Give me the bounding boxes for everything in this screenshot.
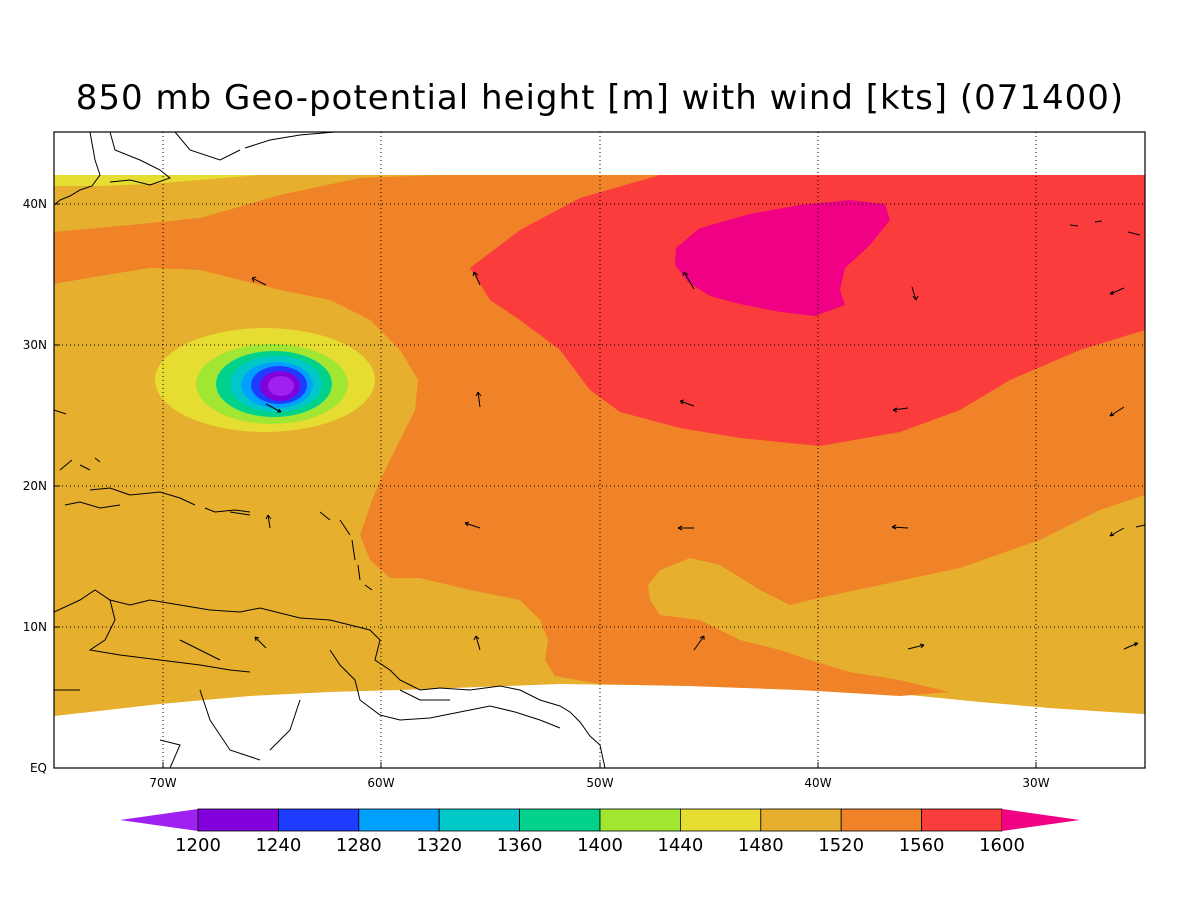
wind-arrow	[892, 407, 909, 413]
colorbar-label: 1560	[899, 835, 945, 856]
lat-label: 30N	[23, 338, 47, 352]
wind-vectors	[54, 271, 1145, 651]
height-fill-1480-north	[54, 175, 260, 186]
lat-label: EQ	[30, 761, 47, 775]
wind-arrow	[464, 521, 481, 529]
wind-arrow	[254, 636, 267, 649]
colorbar-label: 1240	[255, 835, 301, 856]
wind-arrow	[265, 514, 272, 529]
tick-marks	[54, 203, 1037, 769]
lon-label: 60W	[367, 776, 394, 790]
lon-label: 70W	[149, 776, 176, 790]
wind-arrow	[251, 276, 267, 286]
colorbar-arrow-low	[120, 809, 198, 831]
wind-arrow	[1123, 642, 1139, 650]
tropical-low	[155, 328, 375, 432]
south-america-interior	[88, 599, 561, 761]
lon-label: 40W	[804, 776, 831, 790]
antilles-coast	[59, 457, 373, 591]
colorbar-box	[760, 808, 842, 832]
lon-label: 50W	[586, 776, 613, 790]
map-title: 850 mb Geo-potential height [m] with win…	[75, 78, 1125, 118]
colorbar-label: 1360	[497, 835, 543, 856]
wind-arrow	[693, 635, 705, 651]
lon-label: 30W	[1022, 776, 1049, 790]
wind-arrow	[1109, 287, 1125, 295]
colorbar-label: 1320	[416, 835, 462, 856]
colorbar-box	[277, 808, 360, 832]
colorbar-arrow-high	[1002, 809, 1080, 831]
lat-label: 40N	[23, 197, 47, 211]
lat-label: 10N	[23, 620, 47, 634]
colorbar-box	[358, 808, 440, 832]
colorbar-box	[197, 808, 279, 832]
height-fill-1520-east	[780, 495, 1145, 714]
colorbar-box	[438, 808, 521, 832]
wind-arrow	[472, 271, 481, 286]
lon-labels: 70W 60W 50W 40W 30W	[149, 776, 1049, 790]
cape-verde-islands	[1069, 220, 1141, 236]
height-fill-1200-low	[268, 376, 294, 396]
colorbar: 1200 1240 1280 1320 1360 1400 1440 1480 1520 1560…	[120, 808, 1080, 856]
wind-arrow	[891, 524, 909, 530]
colorbar-box	[921, 808, 1003, 832]
central-america-coast	[54, 689, 181, 768]
wind-arrow	[54, 409, 67, 415]
wind-arrow	[907, 643, 925, 650]
colorbar-box	[519, 808, 601, 832]
lat-labels: EQ 10N 20N 30N 40N	[23, 197, 47, 775]
colorbar-label: 1400	[577, 835, 623, 856]
colorbar-box	[840, 808, 923, 832]
colorbar-label: 1280	[336, 835, 382, 856]
plot-area	[54, 132, 1145, 768]
wind-arrow	[677, 525, 694, 531]
colorbar-box	[680, 808, 762, 832]
wind-arrow	[1135, 524, 1145, 528]
colorbar-label: 1440	[657, 835, 703, 856]
colorbar-box	[599, 808, 681, 832]
colorbar-label: 1200	[175, 835, 221, 856]
wind-arrow	[473, 635, 481, 651]
coastlines	[54, 132, 1141, 768]
north-america-coast	[54, 132, 336, 206]
wind-arrow	[475, 391, 482, 408]
colorbar-label: 1520	[818, 835, 864, 856]
wind-arrow	[679, 399, 695, 407]
colorbar-label: 1600	[979, 835, 1025, 856]
wind-arrow	[682, 271, 695, 290]
wind-arrow	[1109, 406, 1125, 417]
wind-arrow	[1109, 527, 1125, 537]
wind-arrow	[911, 286, 919, 301]
south-america-coast	[54, 589, 606, 768]
wind-arrow	[265, 403, 282, 413]
colorbar-label: 1480	[738, 835, 784, 856]
lat-label: 20N	[23, 479, 47, 493]
height-fill-1640	[675, 200, 890, 316]
